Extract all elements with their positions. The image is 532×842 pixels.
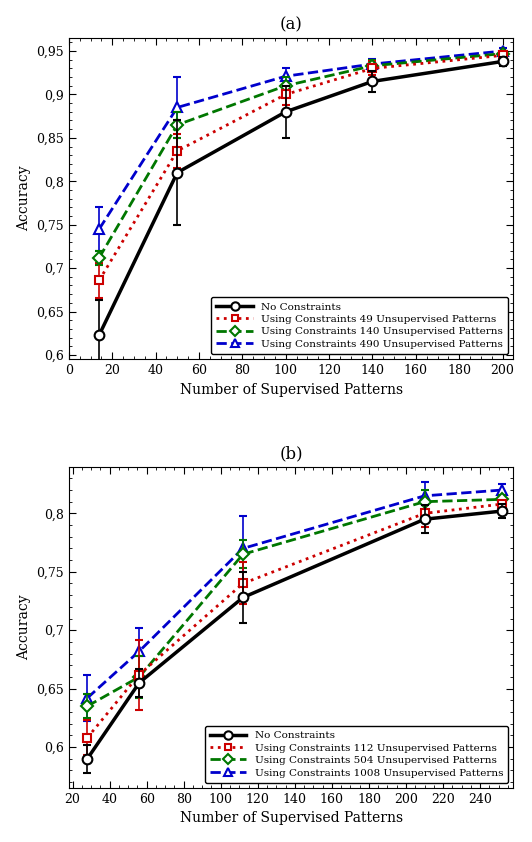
Legend: No Constraints, Using Constraints 112 Unsupervised Patterns, Using Constraints 5: No Constraints, Using Constraints 112 Un… (204, 726, 508, 783)
X-axis label: Number of Supervised Patterns: Number of Supervised Patterns (180, 383, 403, 397)
Legend: No Constraints, Using Constraints 49 Unsupervised Patterns, Using Constraints 14: No Constraints, Using Constraints 49 Uns… (211, 297, 508, 354)
Y-axis label: Accuracy: Accuracy (16, 166, 31, 232)
Title: (b): (b) (279, 445, 303, 462)
Title: (a): (a) (280, 17, 303, 34)
Y-axis label: Accuracy: Accuracy (16, 594, 31, 660)
X-axis label: Number of Supervised Patterns: Number of Supervised Patterns (180, 812, 403, 825)
